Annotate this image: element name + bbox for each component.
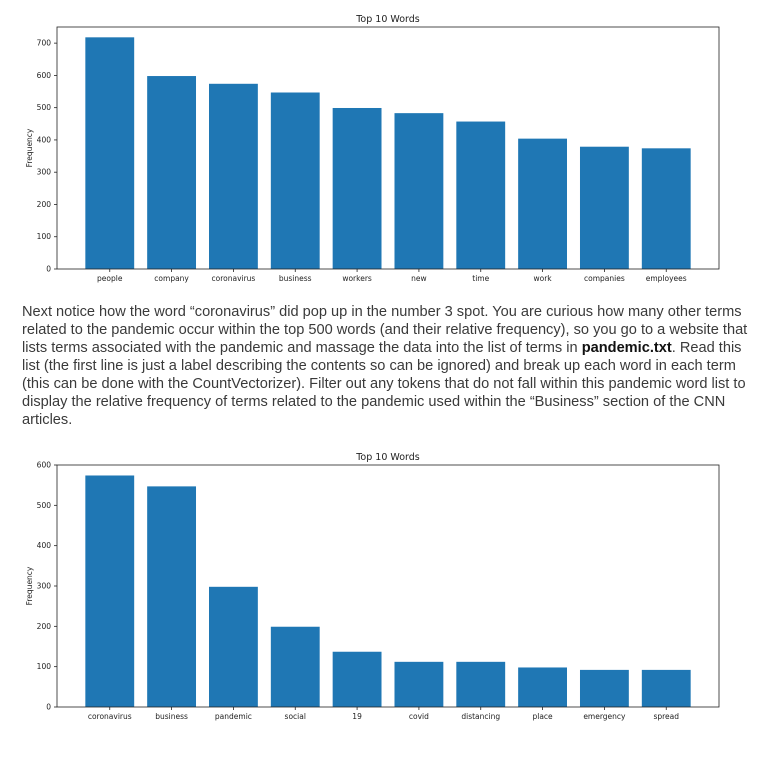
x-tick-label: employees — [646, 274, 687, 283]
top-words-chart-svg: Top 10 Words Frequency people company corona… — [25, 14, 720, 283]
y-tick-label: 500 — [37, 103, 52, 112]
paragraph-text-part1: Next notice how the word “coronavirus” d… — [22, 304, 748, 356]
bar-people — [85, 37, 135, 269]
x-tick-label: people — [97, 274, 123, 283]
instruction-paragraph: Next notice how the word “coronavirus” d… — [22, 303, 762, 429]
pandemic-words-chart: Top 10 Words Frequency coronavirus business… — [0, 446, 783, 728]
x-tick-label: social — [285, 712, 306, 721]
x-tick-label: new — [411, 274, 427, 283]
bar-work — [518, 138, 568, 269]
bar-employees — [641, 148, 691, 269]
bar-emergency — [579, 669, 629, 707]
x-tick-label: coronavirus — [88, 712, 132, 721]
y-tick-label: 600 — [37, 71, 52, 80]
plot-frame — [56, 464, 720, 708]
x-tick-label: 19 — [352, 712, 362, 721]
bar-coronavirus — [208, 83, 258, 269]
y-tick-label: 0 — [46, 703, 51, 712]
chart-title: Top 10 Words — [355, 452, 420, 463]
bar-pandemic — [208, 586, 258, 707]
bar-19 — [332, 651, 382, 707]
bar-social — [270, 626, 320, 707]
y-tick-label: 100 — [37, 662, 52, 671]
bar-distancing — [456, 661, 506, 707]
bar-new — [394, 113, 444, 269]
x-tick-label: business — [155, 712, 188, 721]
x-tick-label: coronavirus — [212, 274, 256, 283]
y-axis-label: Frequency — [25, 566, 34, 605]
y-tick-label: 400 — [37, 541, 52, 550]
bar-spread — [641, 669, 691, 707]
x-tick-label: pandemic — [215, 712, 252, 721]
y-tick-label: 200 — [37, 200, 52, 209]
top-words-chart: Top 10 Words Frequency people company corona… — [0, 8, 783, 290]
x-tick-label: work — [533, 274, 552, 283]
x-tick-label: time — [472, 274, 489, 283]
bar-coronavirus — [85, 475, 135, 707]
x-tick-label: emergency — [583, 712, 626, 721]
x-tick-label: company — [154, 274, 189, 283]
y-tick-label: 100 — [37, 232, 52, 241]
x-tick-label: workers — [342, 274, 372, 283]
y-tick-label: 400 — [37, 135, 52, 144]
y-tick-label: 0 — [46, 265, 51, 274]
bar-company — [147, 76, 197, 269]
y-tick-label: 500 — [37, 501, 52, 510]
bar-companies — [579, 146, 629, 269]
x-tick-label: covid — [409, 712, 429, 721]
y-tick-label: 600 — [37, 461, 52, 470]
chart-title: Top 10 Words — [355, 14, 420, 25]
bar-business — [270, 92, 320, 269]
pandemic-filename: pandemic.txt — [581, 340, 672, 356]
bar-workers — [332, 107, 382, 269]
x-tick-label: place — [532, 712, 553, 721]
x-tick-label: distancing — [461, 712, 500, 721]
pandemic-words-chart-svg: Top 10 Words Frequency coronavirus business… — [25, 452, 720, 721]
y-tick-label: 300 — [37, 582, 52, 591]
x-tick-label: companies — [584, 274, 625, 283]
bar-covid — [394, 661, 444, 707]
y-axis-label: Frequency — [25, 128, 34, 167]
y-tick-label: 700 — [37, 39, 52, 48]
y-tick-label: 200 — [37, 622, 52, 631]
plot-frame — [56, 26, 720, 270]
bar-time — [456, 121, 506, 269]
y-tick-label: 300 — [37, 168, 52, 177]
bar-business — [147, 486, 197, 707]
bar-place — [518, 667, 568, 707]
x-tick-label: spread — [653, 712, 679, 721]
x-tick-label: business — [279, 274, 312, 283]
paragraph-text-part2: . Read this list (the first line is just… — [22, 340, 746, 428]
